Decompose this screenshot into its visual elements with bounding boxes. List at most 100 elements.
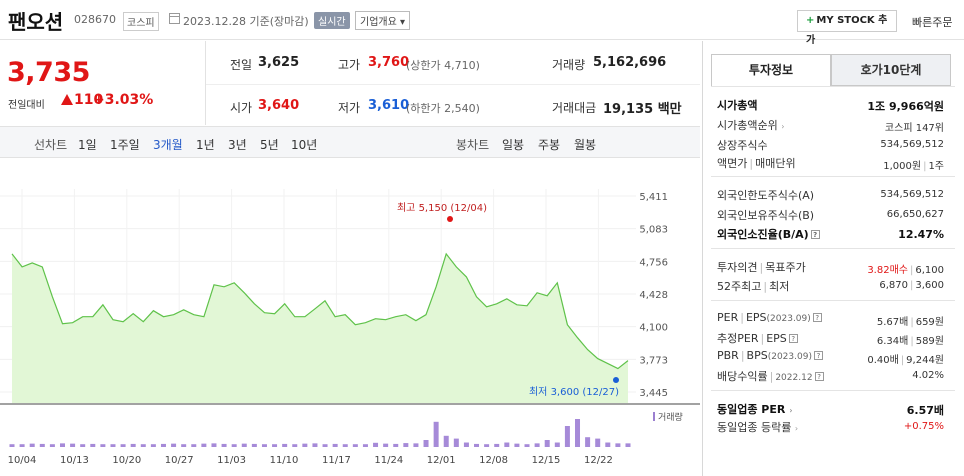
- industry-per-value: 6.57배: [906, 404, 944, 417]
- x-tick-label: 11/10: [270, 455, 299, 466]
- x-tick-label: 10/20: [112, 455, 141, 466]
- help-icon[interactable]: ?: [788, 334, 798, 343]
- volume-bar: [524, 444, 530, 447]
- target-value: 6,100: [915, 265, 944, 276]
- x-tick-label: 10/13: [60, 455, 89, 466]
- volume-bar: [383, 443, 389, 447]
- volume-bar: [70, 443, 76, 447]
- foreign-ratio-text: 외국인소진율(B/A): [717, 228, 809, 241]
- industry-rate-value: +0.75%: [903, 421, 944, 432]
- tab-weekly[interactable]: 주봉: [538, 138, 561, 152]
- prev-label: 전일: [230, 58, 253, 72]
- x-axis-ticks: 10/04 10/13 10/20 10/27 11/03 11/10 11/17 11/24…: [8, 455, 613, 466]
- tab-1y[interactable]: 1년: [196, 138, 215, 152]
- opinion-target-label: 투자의견 | 목표주가: [717, 259, 806, 275]
- dividend-period: 2022.12: [775, 373, 813, 383]
- help-icon[interactable]: ?: [813, 351, 823, 360]
- lower-limit: (하한가 2,540): [406, 102, 480, 115]
- volume-bar: [241, 443, 247, 447]
- volume-bar: [201, 443, 207, 447]
- tab-1w[interactable]: 1주일: [110, 138, 140, 152]
- week52-high-label: 52주최고: [717, 280, 762, 293]
- panel-divider: [711, 300, 955, 301]
- eps-label: EPS: [745, 311, 767, 324]
- stock-name: 팬오션: [8, 10, 64, 34]
- low-marker: [613, 377, 619, 383]
- volume-legend: 거래량: [658, 411, 683, 423]
- volume-bar: [362, 444, 368, 447]
- volume-bar: [463, 442, 469, 447]
- industry-rate-label[interactable]: 동일업종 등락률 ›: [717, 419, 798, 435]
- volume-bar: [554, 442, 560, 447]
- volume-bar: [160, 443, 166, 447]
- volume-bar: [312, 443, 318, 447]
- help-icon[interactable]: ?: [812, 313, 822, 322]
- est-eps-label: EPS: [766, 332, 787, 345]
- candle-chart-label: 봉차트: [456, 138, 490, 152]
- trade-unit-label: 매매단위: [755, 157, 796, 170]
- up-arrow-icon: [61, 94, 73, 105]
- price-summary: 3,735 전일대비 110 +3.03%: [0, 41, 206, 125]
- y-tick-label: 5,083: [639, 225, 668, 236]
- industry-per-label[interactable]: 동일업종 PER ›: [717, 401, 793, 417]
- est-per-label: 추정PER | EPS?: [717, 330, 798, 346]
- tab-quote-10[interactable]: 호가10단계: [831, 54, 951, 86]
- separator: |: [909, 280, 914, 291]
- opinion-target-value: 3.82매수 | 6,100: [867, 261, 944, 276]
- tab-1d[interactable]: 1일: [78, 138, 97, 152]
- chevron-right-icon: ›: [794, 424, 799, 433]
- tab-monthly[interactable]: 월봉: [574, 138, 597, 152]
- tab-3m[interactable]: 3개월: [153, 138, 183, 152]
- quick-order-link[interactable]: 빠른주문: [912, 16, 953, 29]
- week52-low-value: 3,600: [915, 280, 944, 291]
- tab-10y[interactable]: 10년: [291, 138, 318, 152]
- realtime-button[interactable]: 실시간: [314, 12, 350, 29]
- x-tick-label: 12/22: [584, 455, 613, 466]
- volume-bar: [120, 444, 126, 447]
- volume-bar: [585, 437, 591, 447]
- per-label: PER: [717, 311, 739, 324]
- y-tick-label: 4,100: [639, 323, 668, 334]
- prev-value: 3,625: [258, 55, 300, 70]
- volume-bar: [403, 443, 409, 447]
- volume-bar: [373, 442, 379, 447]
- amount-label: 거래대금: [552, 101, 597, 115]
- volume-bar: [453, 438, 459, 447]
- tab-5y[interactable]: 5년: [260, 138, 279, 152]
- foreign-ratio-label: 외국인소진율(B/A)?: [717, 226, 820, 242]
- par-trade-value: 1,000원 | 1주: [883, 157, 944, 172]
- company-info-select[interactable]: 기업개요 ▾: [355, 11, 411, 30]
- help-icon[interactable]: ?: [810, 230, 820, 239]
- volume-bar: [272, 444, 278, 447]
- eps-value: 659원: [915, 317, 944, 328]
- par-trade-label: 액면가 | 매매단위: [717, 155, 796, 171]
- low-value: 3,610: [368, 98, 410, 113]
- high-annotation: 최고 5,150 (12/04): [397, 202, 487, 214]
- price-area: [12, 253, 628, 403]
- tab-daily[interactable]: 일봉: [502, 138, 525, 152]
- shares-label: 상장주식수: [717, 139, 768, 152]
- volume-bar: [100, 444, 106, 447]
- dividend-value: 4.02%: [912, 370, 944, 381]
- volume-bar: [49, 444, 55, 447]
- cap-rank-label[interactable]: 시가총액순위 ›: [717, 117, 784, 133]
- week52-low-label: 최저: [769, 280, 790, 293]
- pbr-period: (2023.09): [767, 352, 812, 362]
- tab-investment-info[interactable]: 투자정보: [711, 54, 831, 86]
- separator: |: [909, 265, 914, 276]
- separator: |: [910, 317, 914, 328]
- tab-3y[interactable]: 3년: [228, 138, 247, 152]
- x-tick-label: 11/24: [374, 455, 403, 466]
- shares-value: 534,569,512: [880, 139, 944, 150]
- amount-value: 19,135 백만: [603, 102, 682, 117]
- volume-bar: [9, 444, 15, 447]
- help-icon[interactable]: ?: [814, 372, 824, 381]
- week52-high-value: 6,870: [879, 280, 908, 291]
- volume-bar: [90, 443, 96, 447]
- low-annotation: 최저 3,600 (12/27): [529, 386, 619, 398]
- volume-bar: [615, 443, 621, 447]
- volume-bar: [302, 443, 308, 447]
- market-badge: 코스피: [123, 12, 159, 31]
- price-chart: 5,411 5,083 4,756 4,428 4,100 3,773 3,445 10/0…: [0, 189, 700, 466]
- add-mystock-button[interactable]: + MY STOCK 추가: [797, 10, 897, 46]
